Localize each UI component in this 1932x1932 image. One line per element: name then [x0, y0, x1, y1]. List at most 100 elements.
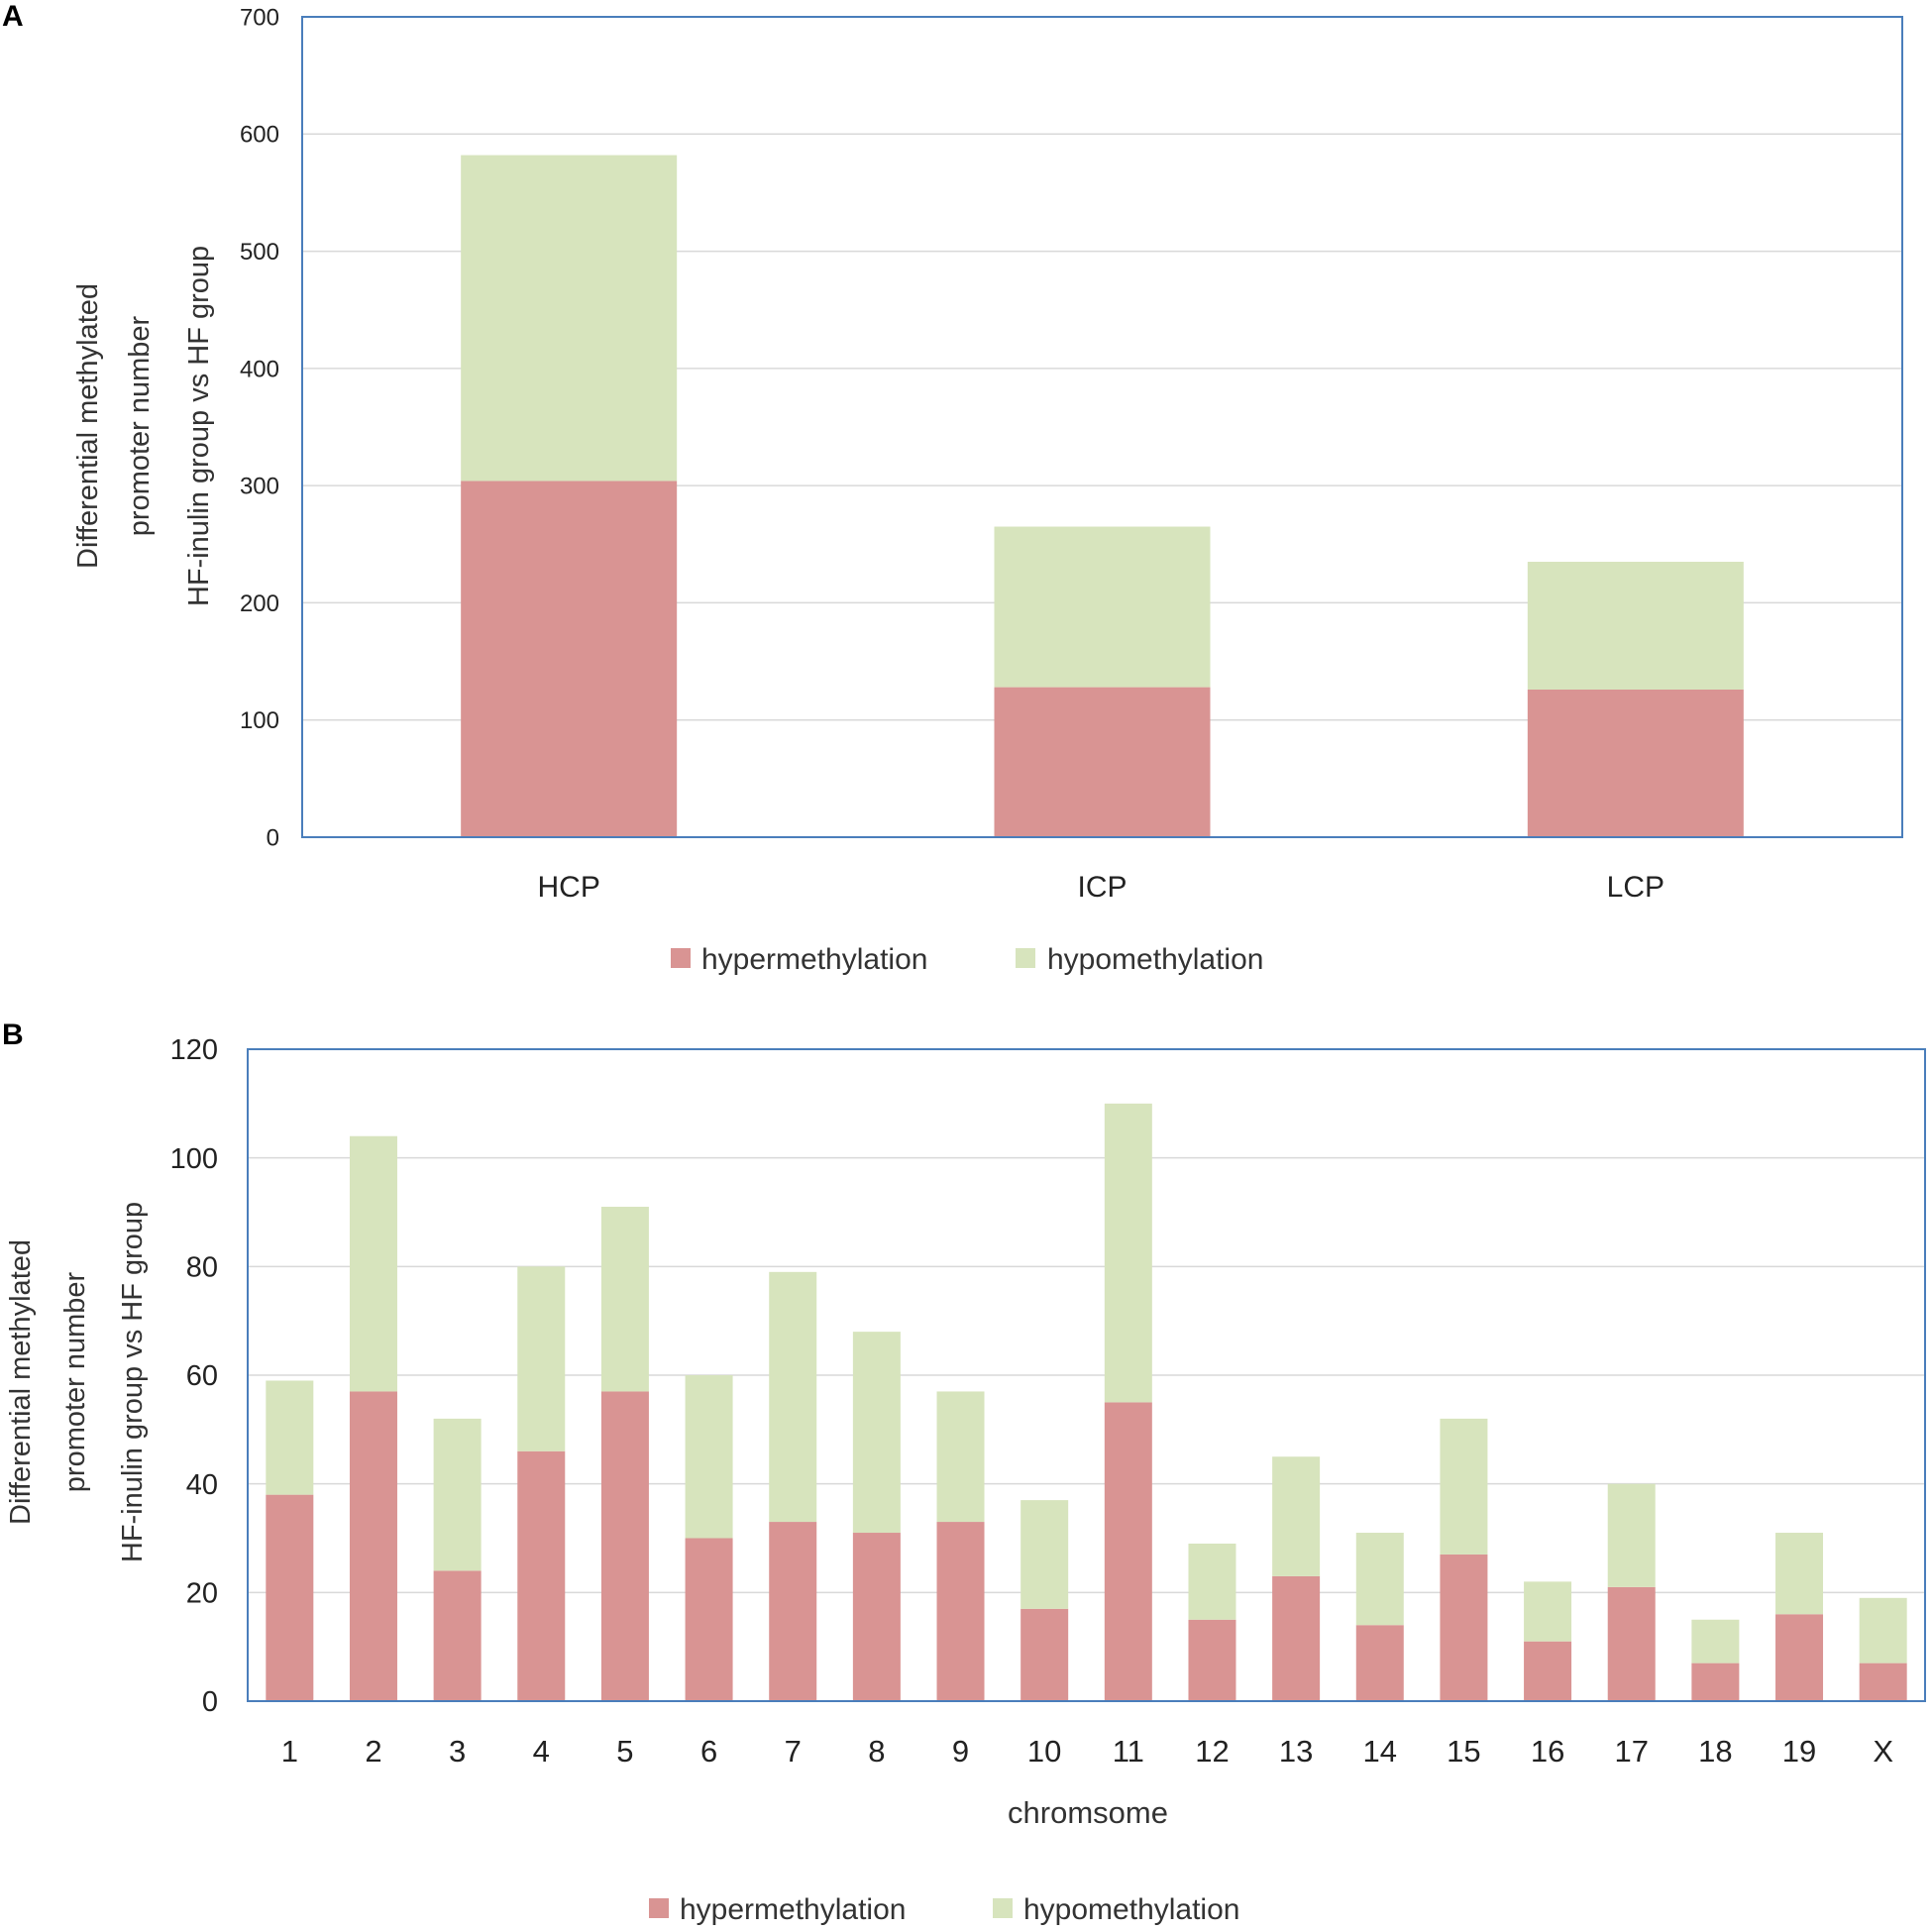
panel-a-legend-label-hypo: hypomethylation	[1047, 943, 1263, 976]
x-tick-label: ICP	[1077, 871, 1127, 904]
panel-b-xlabel: chromsome	[1008, 1795, 1168, 1830]
panel-a-legend-swatch-hyper	[671, 948, 691, 968]
x-tick-label: 19	[1782, 1734, 1816, 1769]
y-tick-label: 600	[240, 122, 279, 149]
x-tick-label: 7	[785, 1734, 802, 1769]
panel-b-bars	[266, 1103, 1907, 1701]
bar-hypermethylation-16	[1524, 1641, 1572, 1701]
bar-hypermethylation-8	[852, 1533, 901, 1701]
bar-hypermethylation-19	[1775, 1614, 1824, 1701]
panel-b-gridlines	[248, 1156, 1925, 1594]
y-tick-label: 200	[240, 590, 279, 617]
panel-b-legend-swatch-hypo	[993, 1898, 1013, 1918]
bar-hypermethylation-LCP	[1527, 689, 1744, 837]
panel-a: A 0 100 200 300 400 500 600 700 HCP ICP LCP Diffe…	[2, 0, 1903, 976]
x-tick-label: 13	[1279, 1734, 1313, 1769]
bar-hypomethylation-LCP	[1527, 562, 1744, 690]
panel-b-legend-label-hyper: hypermethylation	[680, 1893, 906, 1926]
y-tick-label: 700	[240, 4, 279, 31]
x-tick-label: LCP	[1607, 871, 1664, 904]
bar-hypermethylation-7	[769, 1522, 817, 1701]
y-tick-label: 300	[240, 474, 279, 500]
panel-a-legend-swatch-hypo	[1016, 948, 1035, 968]
bar-hypomethylation-16	[1524, 1581, 1572, 1642]
y-tick-label: 100	[240, 707, 279, 734]
y-tick-label: 400	[240, 356, 279, 382]
x-tick-label: 11	[1113, 1734, 1144, 1769]
bar-hypermethylation-1	[266, 1494, 314, 1701]
bar-hypomethylation-3	[433, 1418, 482, 1571]
bar-hypomethylation-13	[1272, 1456, 1321, 1576]
x-tick-label: 18	[1698, 1734, 1732, 1769]
y-tick-label: 120	[170, 1034, 218, 1066]
panel-a-x-ticks: HCP ICP LCP	[537, 871, 1664, 904]
bar-hypomethylation-8	[852, 1332, 901, 1534]
panel-a-plot-frame	[301, 16, 1903, 838]
panel-a-y-ticks: 0 100 200 300 400 500 600 700	[240, 4, 279, 851]
y-tick-label: 100	[170, 1143, 218, 1175]
panel-b-ylabel-line2: promoter number	[59, 1271, 91, 1492]
x-tick-label: 14	[1363, 1734, 1397, 1769]
x-tick-label: 5	[616, 1734, 633, 1769]
panel-a-legend-label-hyper: hypermethylation	[701, 943, 927, 976]
panel-a-ylabel-line1: Differential methylated	[72, 283, 104, 569]
panel-a-bars	[461, 155, 1744, 837]
x-tick-label: 1	[281, 1734, 298, 1769]
bar-hypermethylation-10	[1020, 1608, 1069, 1701]
panel-a-legend: hypermethylation hypomethylation	[671, 943, 1263, 976]
panel-a-ylabel-line2: promoter number	[124, 315, 156, 536]
x-tick-label: 9	[952, 1734, 969, 1769]
panel-b-ylabel-line3: HF-inulin group vs HF group	[117, 1202, 149, 1562]
panel-b-y-ticks: 0 20 40 60 80 100 120	[170, 1034, 218, 1718]
bar-hypomethylation-1	[266, 1380, 314, 1495]
x-tick-label: 8	[868, 1734, 885, 1769]
bar-hypomethylation-7	[769, 1271, 817, 1523]
bar-hypermethylation-HCP	[461, 481, 678, 837]
bar-hypomethylation-14	[1355, 1533, 1404, 1626]
bar-hypomethylation-HCP	[461, 155, 678, 482]
panel-b-ylabel-line1: Differential methylated	[5, 1239, 37, 1525]
y-tick-label: 80	[186, 1251, 218, 1283]
bar-hypomethylation-6	[685, 1375, 733, 1539]
bar-hypermethylation-3	[433, 1570, 482, 1701]
panel-b-legend: hypermethylation hypomethylation	[649, 1893, 1239, 1926]
bar-hypomethylation-15	[1440, 1418, 1488, 1555]
bar-hypomethylation-4	[517, 1266, 566, 1451]
bar-hypermethylation-12	[1188, 1619, 1236, 1701]
panel-b-legend-swatch-hyper	[649, 1898, 669, 1918]
x-tick-label: 10	[1027, 1734, 1061, 1769]
x-tick-label: 6	[700, 1734, 717, 1769]
panel-a-ylabel-line3: HF-inulin group vs HF group	[183, 246, 215, 606]
bar-hypomethylation-12	[1188, 1543, 1236, 1620]
y-tick-label: 20	[186, 1577, 218, 1609]
y-tick-label: 0	[202, 1686, 218, 1718]
panel-b-x-ticks: 1 2 3 4 5 6 7 8 9 10 11 12 13 14 15 16 17 18 19 X	[281, 1734, 1894, 1769]
panel-b-letter: B	[2, 1019, 24, 1051]
panel-a-letter: A	[2, 0, 24, 33]
bar-hypermethylation-17	[1607, 1586, 1656, 1701]
bar-hypermethylation-6	[685, 1538, 733, 1701]
bar-hypermethylation-13	[1272, 1575, 1321, 1701]
bar-hypermethylation-9	[936, 1522, 985, 1701]
bar-hypermethylation-2	[349, 1391, 397, 1701]
bar-hypomethylation-17	[1607, 1483, 1656, 1587]
bar-hypomethylation-11	[1104, 1103, 1152, 1403]
bar-hypermethylation-11	[1104, 1402, 1152, 1701]
bar-hypomethylation-2	[349, 1135, 397, 1392]
bar-hypomethylation-5	[600, 1207, 649, 1392]
x-tick-label: 16	[1531, 1734, 1564, 1769]
bar-hypermethylation-5	[600, 1391, 649, 1701]
x-tick-label: X	[1873, 1734, 1893, 1769]
y-tick-label: 40	[186, 1469, 218, 1501]
y-tick-label: 60	[186, 1360, 218, 1392]
x-tick-label: 2	[365, 1734, 381, 1769]
bar-hypomethylation-19	[1775, 1533, 1824, 1615]
y-tick-label: 0	[267, 824, 279, 851]
x-tick-label: 4	[533, 1734, 550, 1769]
bar-hypermethylation-15	[1440, 1554, 1488, 1701]
x-tick-label: 3	[449, 1734, 466, 1769]
panel-b-legend-label-hypo: hypomethylation	[1023, 1893, 1239, 1926]
panel-b-plot-frame	[247, 1048, 1926, 1702]
